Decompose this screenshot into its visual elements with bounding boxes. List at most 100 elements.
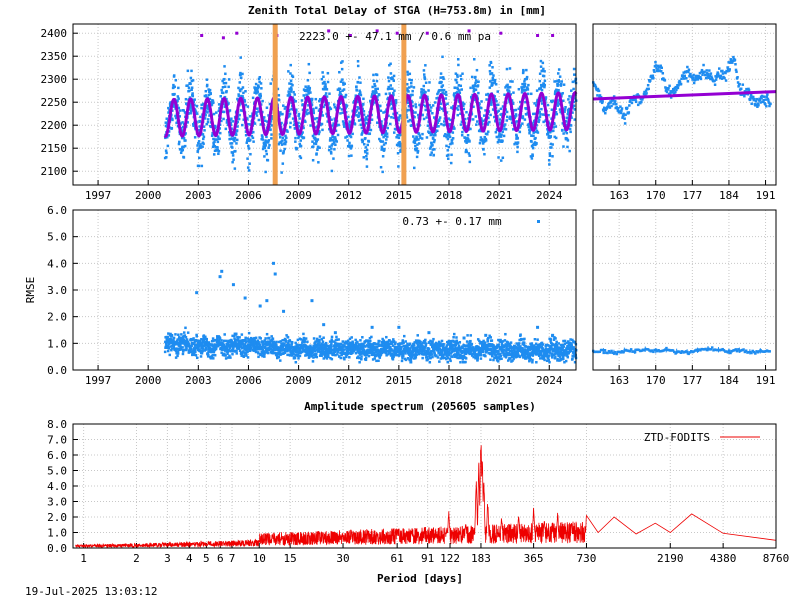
ztd-point	[191, 94, 195, 98]
rmse-point	[387, 344, 390, 347]
rmse-point	[416, 334, 419, 337]
rmse-point	[182, 350, 185, 353]
rmse-point	[228, 354, 231, 358]
rmse-point	[429, 339, 432, 343]
ztd-point	[478, 102, 481, 106]
rmse-point	[192, 353, 196, 356]
ztd-point	[542, 74, 546, 78]
ztd-point	[551, 143, 554, 146]
ztd-point	[419, 136, 422, 140]
ztd-point	[258, 76, 262, 79]
rmse-point	[216, 338, 219, 342]
ztd-point	[399, 148, 402, 152]
ztd-point	[536, 131, 540, 134]
ztd-point	[468, 154, 471, 157]
ztd-point	[224, 81, 228, 85]
ztd-point	[409, 93, 413, 97]
ztd-point	[417, 138, 420, 141]
ztd-point	[436, 121, 440, 124]
ztd-point	[350, 154, 353, 157]
rmse-point	[285, 343, 289, 347]
rmse-point	[405, 349, 409, 353]
rmse-ylabel: RMSE	[24, 277, 37, 304]
ztd-point	[327, 102, 330, 105]
ztd-zoom-model-line	[592, 90, 777, 101]
ztd-point	[395, 128, 398, 131]
rmse-point	[414, 355, 418, 359]
rmse-point	[283, 342, 286, 346]
rmse-point	[433, 347, 437, 351]
ztd-point	[311, 140, 314, 143]
ztd-point	[169, 101, 172, 104]
rmse-point	[324, 345, 327, 348]
ztd-zoom-point	[709, 77, 712, 81]
x-tick-label: 2000	[135, 189, 162, 202]
ztd-zoom-point	[707, 73, 710, 76]
ztd-point	[217, 152, 220, 156]
x-tick-label: 2021	[486, 189, 513, 202]
rmse-point	[315, 355, 319, 359]
ztd-point	[259, 123, 263, 126]
ztd-point	[165, 125, 169, 128]
ztd-point	[305, 112, 309, 116]
ztd-point	[176, 95, 180, 98]
ztd-zoom-point	[648, 79, 652, 82]
rmse-point	[371, 347, 374, 351]
ztd-point	[337, 123, 340, 127]
rmse-point	[298, 337, 302, 340]
rmse-point	[286, 353, 289, 357]
ztd-point	[172, 83, 175, 87]
rmse-point	[270, 339, 274, 343]
rmse-point	[206, 355, 210, 358]
ztd-zoom-point	[700, 68, 704, 72]
ztd-point	[372, 73, 375, 77]
rmse-point	[283, 351, 287, 354]
rmse-point	[277, 340, 281, 344]
ztd-point	[241, 86, 245, 89]
ztd-point	[302, 126, 305, 130]
ztd-point	[317, 109, 321, 112]
rmse-point	[253, 336, 256, 340]
ztd-point	[277, 94, 281, 97]
ztd-zoom-point	[594, 86, 598, 89]
rmse-point	[450, 350, 454, 354]
ztd-zoom-point	[600, 101, 604, 105]
rmse-point	[397, 354, 401, 357]
rmse-point	[287, 345, 291, 349]
ztd-point	[521, 115, 525, 118]
rmse-point	[359, 339, 362, 342]
rmse-point	[168, 353, 172, 357]
rmse-point	[377, 344, 381, 348]
rmse-point	[266, 341, 270, 345]
ztd-point	[216, 148, 219, 152]
ztd-point	[197, 164, 201, 168]
ztd-point	[490, 72, 494, 75]
ztd-point	[438, 106, 442, 109]
ztd-point	[325, 88, 329, 91]
ztd-point	[237, 94, 241, 98]
ztd-point	[406, 70, 409, 74]
ztd-point	[165, 135, 169, 139]
ztd-point	[546, 132, 550, 136]
ztd-point	[366, 118, 370, 122]
ztd-point	[534, 130, 537, 134]
ztd-point	[506, 88, 509, 92]
ztd-point	[244, 134, 248, 137]
rmse-point	[293, 356, 297, 360]
ztd-point	[511, 102, 515, 106]
rmse-point	[306, 340, 309, 344]
rmse-point	[414, 339, 418, 342]
ztd-point	[314, 142, 318, 146]
ztd-point	[398, 140, 401, 144]
ztd-zoom-point	[731, 61, 734, 64]
rmse-point	[256, 345, 259, 348]
rmse-point	[317, 342, 320, 345]
spectrum-xlabel: Period [days]	[377, 572, 463, 585]
ztd-point	[228, 109, 232, 112]
ztd-point	[486, 92, 490, 96]
ztd-point	[418, 103, 421, 107]
ztd-point	[523, 118, 527, 121]
rmse-point	[256, 339, 260, 342]
ztd-point	[263, 146, 267, 150]
rmse-point	[416, 343, 420, 347]
